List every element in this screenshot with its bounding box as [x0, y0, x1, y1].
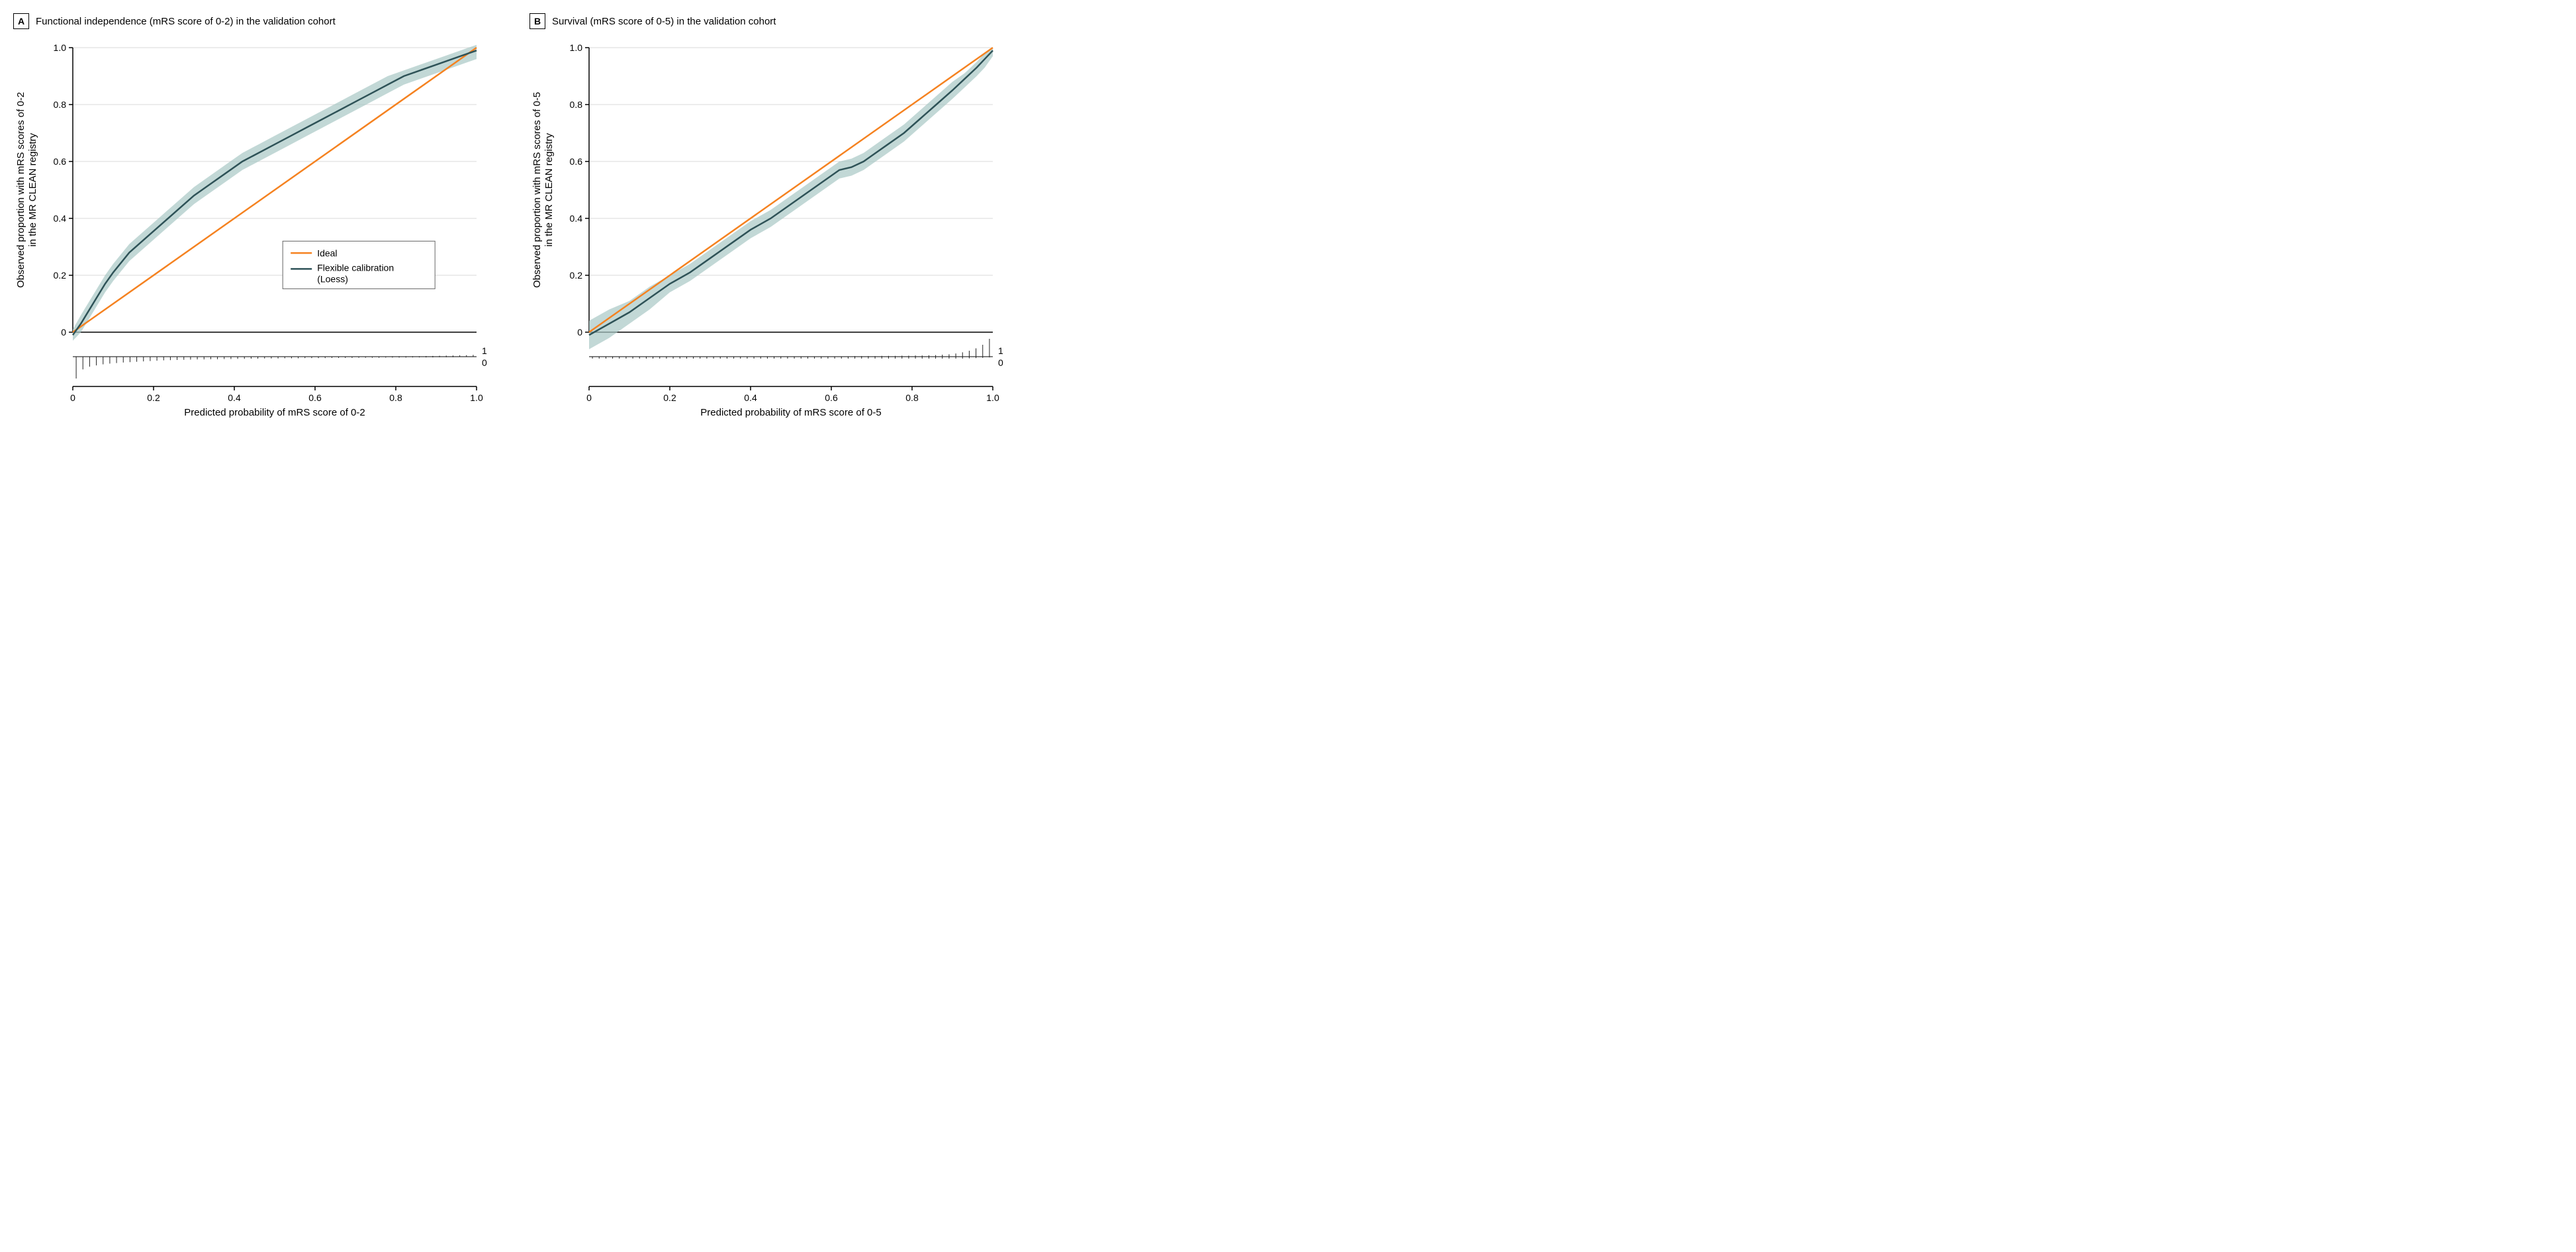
- svg-text:0: 0: [61, 327, 66, 337]
- panel-b-svg: 00.20.40.60.81.01000.20.40.60.81.0Predic…: [529, 34, 1019, 418]
- svg-text:0: 0: [586, 392, 592, 403]
- svg-text:1.0: 1.0: [470, 392, 483, 403]
- panel-a: A Functional independence (mRS score of …: [13, 13, 503, 422]
- svg-text:0: 0: [482, 357, 487, 368]
- svg-text:Observed proportion with mRS s: Observed proportion with mRS scores of 0…: [531, 92, 543, 288]
- panel-a-svg: 00.20.40.60.81.01000.20.40.60.81.0Predic…: [13, 34, 503, 418]
- svg-text:0: 0: [577, 327, 582, 337]
- figure-row: A Functional independence (mRS score of …: [13, 13, 2563, 422]
- svg-text:0.8: 0.8: [389, 392, 402, 403]
- svg-text:0.8: 0.8: [570, 99, 583, 110]
- svg-text:0.2: 0.2: [663, 392, 676, 403]
- svg-text:Observed proportion with mRS s: Observed proportion with mRS scores of 0…: [15, 92, 26, 288]
- svg-text:0.6: 0.6: [570, 156, 583, 167]
- panel-a-letter: A: [13, 13, 29, 29]
- svg-text:0.6: 0.6: [54, 156, 67, 167]
- svg-text:Predicted probability of mRS s: Predicted probability of mRS score of 0-…: [184, 407, 365, 418]
- svg-text:0.4: 0.4: [570, 213, 583, 224]
- panel-b: B Survival (mRS score of 0-5) in the val…: [529, 13, 1019, 422]
- svg-text:0.2: 0.2: [54, 270, 67, 281]
- svg-text:0.6: 0.6: [308, 392, 322, 403]
- svg-text:in the MR CLEAN registry: in the MR CLEAN registry: [27, 133, 38, 247]
- panel-b-letter: B: [529, 13, 545, 29]
- svg-text:Ideal: Ideal: [317, 247, 337, 258]
- svg-text:0.2: 0.2: [147, 392, 160, 403]
- svg-text:1: 1: [482, 345, 487, 356]
- svg-text:0.4: 0.4: [54, 213, 67, 224]
- svg-text:1: 1: [998, 345, 1003, 356]
- svg-text:(Loess): (Loess): [317, 273, 348, 284]
- svg-text:1.0: 1.0: [570, 42, 583, 53]
- svg-text:1.0: 1.0: [54, 42, 67, 53]
- svg-text:0: 0: [70, 392, 75, 403]
- svg-text:in the MR CLEAN registry: in the MR CLEAN registry: [543, 133, 555, 247]
- svg-text:0: 0: [998, 357, 1003, 368]
- svg-text:0.6: 0.6: [825, 392, 838, 403]
- svg-text:0.8: 0.8: [54, 99, 67, 110]
- svg-text:Predicted probability of mRS s: Predicted probability of mRS score of 0-…: [700, 407, 881, 418]
- panel-a-title: Functional independence (mRS score of 0-…: [36, 16, 336, 27]
- svg-text:1.0: 1.0: [986, 392, 999, 403]
- svg-text:0.4: 0.4: [228, 392, 241, 403]
- svg-text:0.2: 0.2: [570, 270, 583, 281]
- panel-b-title: Survival (mRS score of 0-5) in the valid…: [552, 16, 776, 27]
- svg-text:0.8: 0.8: [905, 392, 919, 403]
- svg-text:0.4: 0.4: [744, 392, 757, 403]
- svg-text:Flexible calibration: Flexible calibration: [317, 262, 394, 273]
